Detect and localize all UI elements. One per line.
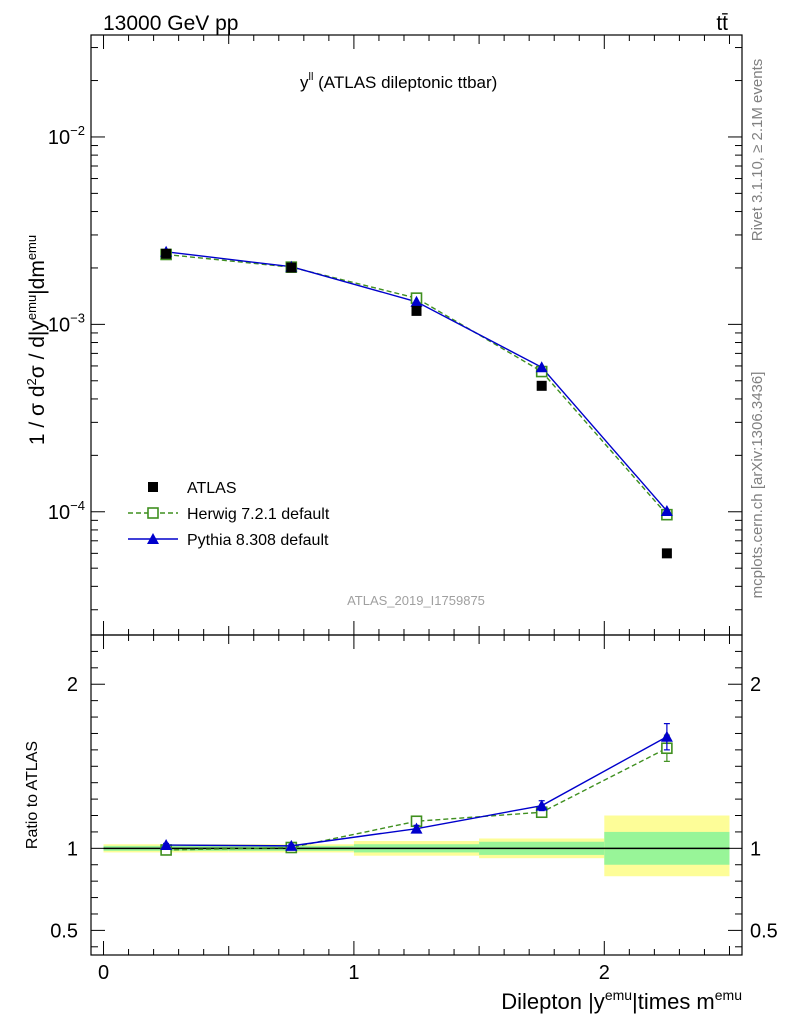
ratio-plot-frame [90,634,743,956]
ratio-series-line [166,747,668,851]
data-point [161,248,172,259]
x-tick-label: 1 [348,962,359,984]
legend-marker [147,507,159,519]
process-label: tt̄ [716,12,728,35]
legend-marker [147,533,159,544]
data-point [535,361,548,373]
ratio-panel: 0 1 2 0.5 1 2 0.5 1 2 [50,35,778,984]
data-point [536,380,547,391]
rivet-version-label: Rivet 3.1.10, ≥ 2.1M events [749,59,766,242]
main-series-line [166,251,668,512]
legend-marker [148,482,158,492]
ratio-y-tick-label: 0.5 [50,920,78,942]
data-point [660,504,673,516]
ratio-y-axis-label: Ratio to ATLAS [24,741,41,849]
ratio-y-tick-label-right: 0.5 [750,920,778,942]
ratio-point [660,730,673,742]
x-axis-label: Dilepton |yemu|times memu [501,987,742,1014]
analysis-watermark: ATLAS_2019_I1759875 [347,593,485,608]
y-tick-label: 10−3 [48,310,85,336]
ratio-y-tick-label: 1 [67,838,78,860]
ratio-y-tick-label: 2 [67,674,78,696]
plot-title: yll (ATLAS dileptonic ttbar) [300,71,497,92]
ratio-y-tick-label-right: 1 [750,838,761,860]
ratio-y-tick-label-right: 2 [750,674,761,696]
x-tick-label: 0 [98,962,109,984]
ratio-point [410,822,423,834]
legend-label: ATLAS [187,480,237,497]
legend: ATLAS Herwig 7.2.1 default Pythia 8.308 de… [128,480,330,549]
ratio-point [535,799,548,811]
legend-label: Pythia 8.308 default [187,532,329,549]
energy-label: 13000 GeV pp [103,12,238,35]
mcplots-label: mcplots.cern.ch [arXiv:1306.3436] [749,372,766,599]
x-tick-label: 2 [599,962,610,984]
data-point [286,262,297,273]
main-y-axis-label: 1 / σ d2σ / d|yemu|dmemu [24,235,49,445]
data-point [411,305,422,316]
ratio-point [285,839,298,851]
data-point [661,548,672,559]
ratio-point [160,839,173,851]
y-tick-label: 10−4 [48,498,85,524]
data-point [410,295,423,307]
y-tick-label: 10−2 [48,123,85,149]
legend-label: Herwig 7.2.1 default [187,506,330,523]
main-series-line [166,253,668,516]
